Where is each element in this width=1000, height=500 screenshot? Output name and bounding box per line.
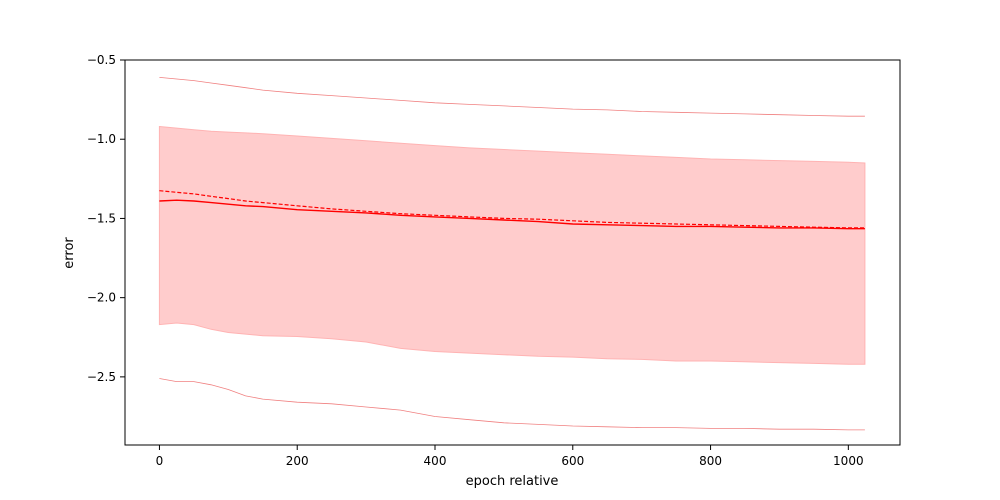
outer-upper-line <box>159 77 865 117</box>
mean-line <box>159 199 865 230</box>
y-axis-label: error <box>62 237 77 269</box>
y-tick-label: −1.5 <box>87 211 116 225</box>
y-tick-label: −0.5 <box>87 53 116 67</box>
x-ticks: 0 200 400 600 800 1000 <box>156 445 864 468</box>
y-tick-label: −2.5 <box>87 370 116 384</box>
x-tick-label: 400 <box>424 454 447 468</box>
confidence-band <box>158 125 866 365</box>
x-axis-label: epoch relative <box>466 474 559 489</box>
x-tick-label: 800 <box>699 454 722 468</box>
line-layer <box>159 77 865 431</box>
band-layer <box>158 125 866 365</box>
x-tick-label: 200 <box>286 454 309 468</box>
y-ticks: −2.5 −2.0 −1.5 −1.0 −0.5 <box>87 53 125 384</box>
plot-frame <box>124 59 901 446</box>
outer-lower-line <box>159 378 865 431</box>
y-tick-label: −1.0 <box>87 132 116 146</box>
dashed-reference-line <box>159 190 865 229</box>
y-tick-label: −2.0 <box>87 291 116 305</box>
x-tick-label: 1000 <box>833 454 864 468</box>
x-tick-label: 600 <box>561 454 584 468</box>
x-tick-label: 0 <box>156 454 164 468</box>
